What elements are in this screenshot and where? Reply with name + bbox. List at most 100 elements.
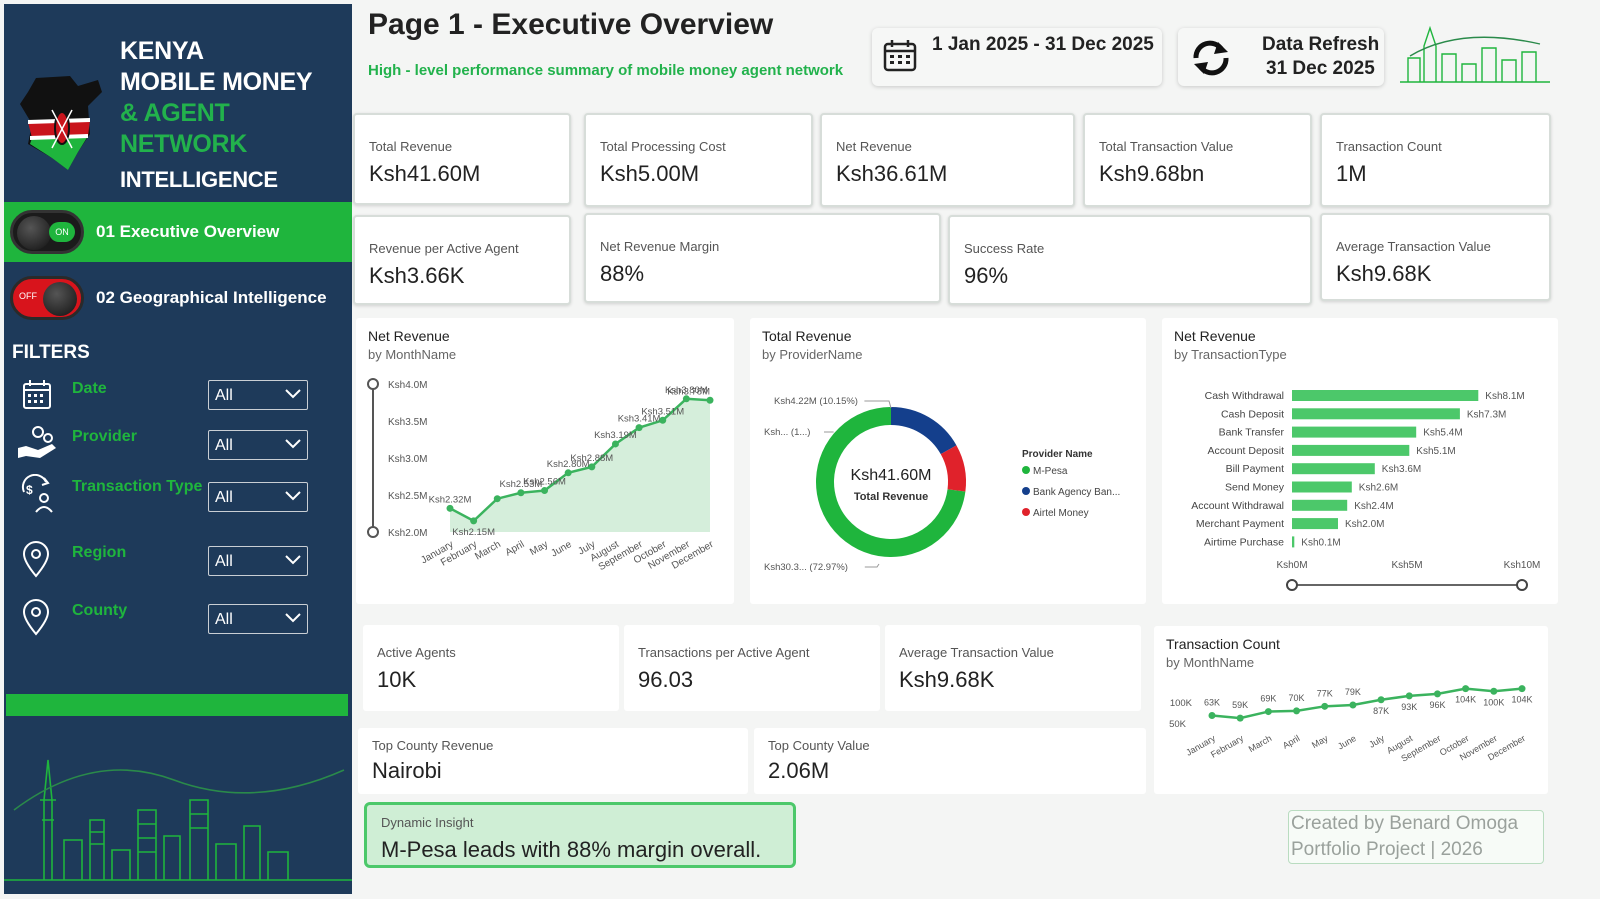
data-point xyxy=(1349,701,1357,709)
legend-entry: M-Pesa xyxy=(1033,466,1068,477)
chart-title: Net Revenue xyxy=(1174,328,1256,344)
nav-geographical-intelligence[interactable]: OFF 02 Geographical Intelligence xyxy=(4,268,352,328)
provider-donut-chart: Ksh41.60M Total Revenue Ksh30.3... (72.97%… xyxy=(764,396,1120,573)
data-label: 69K xyxy=(1260,694,1276,704)
chevron-down-icon xyxy=(285,491,301,501)
chevron-down-icon xyxy=(285,613,301,623)
net-revenue-type-chart: Net Revenue by TransactionType Cash With… xyxy=(1162,318,1558,604)
data-label: 77K xyxy=(1317,688,1333,698)
kpi-label: Total Revenue xyxy=(369,139,453,154)
bar xyxy=(1292,536,1295,548)
data-point xyxy=(1377,696,1385,704)
y-tick-label: Ksh2.5M xyxy=(388,491,427,502)
date-dropdown[interactable]: All xyxy=(208,380,308,410)
data-point xyxy=(1518,685,1526,693)
kpi-label: Success Rate xyxy=(964,241,1045,256)
kpi-value: 2.06M xyxy=(768,758,830,783)
creator-credit: Created by Benard Omoga Portfolio Projec… xyxy=(1288,810,1544,864)
bar xyxy=(1292,499,1348,511)
filter-label: Provider xyxy=(72,428,137,445)
nav-label: 02 Geographical Intelligence xyxy=(96,288,327,307)
data-label: 96K xyxy=(1429,700,1445,710)
nav-executive-overview[interactable]: ON 01 Executive Overview xyxy=(4,202,352,262)
bar xyxy=(1292,426,1417,438)
kpi-label: Total Transaction Value xyxy=(1099,139,1234,154)
donut-slice-bank xyxy=(890,407,957,455)
data-label: Ksh2.80M xyxy=(547,459,590,470)
kpi-value: 88% xyxy=(600,261,645,286)
slider-handle-right xyxy=(1516,579,1528,591)
x-tick-label: April xyxy=(504,539,527,559)
kpi-label: Active Agents xyxy=(377,645,456,660)
bar-value-label: Ksh2.0M xyxy=(1345,519,1384,530)
kpi-value: 1M xyxy=(1336,161,1367,186)
kpi-value: Ksh36.61M xyxy=(836,161,948,186)
slice-data-label: Ksh4.22M (10.15%) xyxy=(774,396,858,407)
legend-marker xyxy=(1022,508,1030,516)
bar-value-label: Ksh7.3M xyxy=(1467,409,1506,420)
refresh-date: 31 Dec 2025 xyxy=(1266,58,1375,79)
x-tick-label: February xyxy=(1209,733,1246,760)
y-tick-label: Ksh3.0M xyxy=(388,454,427,465)
kenya-map-logo xyxy=(20,76,102,170)
bar xyxy=(1292,463,1375,475)
transaction-type-dropdown[interactable]: All xyxy=(208,482,308,512)
kpi-label: Average Transaction Value xyxy=(899,645,1054,660)
net-revenue-area-chart: Ksh2.0M Ksh2.5M Ksh3.0M Ksh3.5M Ksh4.0M Ksh2.… xyxy=(367,378,716,573)
chevron-down-icon xyxy=(285,389,301,399)
x-tick-label: Ksh10M xyxy=(1504,560,1541,571)
data-label: Ksh3.78M xyxy=(667,386,710,397)
bar xyxy=(1292,444,1410,456)
x-tick-label: Ksh5M xyxy=(1391,560,1422,571)
region-dropdown[interactable]: All xyxy=(208,546,308,576)
x-tick-label: July xyxy=(1367,733,1386,750)
bar-value-label: Ksh0.1M xyxy=(1301,537,1340,548)
kpi-label: Transactions per Active Agent xyxy=(638,645,810,660)
chart-title: Transaction Count xyxy=(1166,636,1280,652)
legend-title: Provider Name xyxy=(1022,449,1093,460)
donut-slice-airtel xyxy=(940,445,966,492)
donut-center-value: Ksh41.60M xyxy=(851,467,932,484)
kpi-value: Ksh41.60M xyxy=(369,161,481,186)
legend-marker xyxy=(1022,466,1030,474)
toggle-switch-on[interactable]: ON xyxy=(10,210,84,254)
toggle-switch-off[interactable]: OFF xyxy=(10,276,84,320)
kpi-label: Transaction Count xyxy=(1336,139,1442,154)
net-revenue-month-chart: Net Revenue by MonthName Ksh2.0M Ksh2.5M K… xyxy=(356,318,734,604)
chevron-down-icon xyxy=(285,555,301,565)
refresh-icon[interactable] xyxy=(1188,38,1234,78)
brand-title: KENYA MOBILE MONEY & AGENT NETWORK INTEL… xyxy=(120,37,313,192)
legend-marker xyxy=(1022,487,1030,495)
data-label: 63K xyxy=(1204,697,1220,707)
data-point xyxy=(659,416,667,424)
x-tick-label: May xyxy=(1310,733,1330,750)
y-tick-label: 100K xyxy=(1170,698,1193,709)
slice-data-label: Ksh30.3... (72.97%) xyxy=(764,562,848,573)
y-tick-label: 50K xyxy=(1169,719,1187,730)
data-label: Ksh3.41M xyxy=(618,414,661,425)
kpi-value: 96% xyxy=(964,263,1009,288)
county-dropdown[interactable]: All xyxy=(208,604,308,634)
total-revenue-provider-chart: Total Revenue by ProviderName Ksh41.60M T… xyxy=(750,318,1146,604)
insight-text: M-Pesa leads with 88% margin overall. xyxy=(381,837,762,862)
category-label: Bill Payment xyxy=(1226,463,1284,475)
data-point xyxy=(493,495,501,503)
date-range-text: 1 Jan 2025 - 31 Dec 2025 xyxy=(932,34,1154,55)
filter-label: Region xyxy=(72,544,127,561)
donut-center-label: Total Revenue xyxy=(854,491,928,503)
insight-label: Dynamic Insight xyxy=(381,815,474,830)
bar xyxy=(1292,390,1479,401)
chart-subtitle: by MonthName xyxy=(368,347,457,362)
data-label: 70K xyxy=(1289,693,1305,703)
slider-handle-top xyxy=(367,378,379,390)
kpi-net-revenue: Net Revenue Ksh36.61M xyxy=(820,113,1075,207)
filter-label: Transaction Type xyxy=(72,478,203,495)
provider-dropdown[interactable]: All xyxy=(208,430,308,460)
data-label: Ksh2.32M xyxy=(429,494,472,505)
bar-value-label: Ksh3.6M xyxy=(1382,464,1421,475)
kpi-value: Ksh9.68K xyxy=(1336,261,1432,286)
data-point xyxy=(1462,685,1470,693)
kpi-label: Revenue per Active Agent xyxy=(369,241,519,256)
filters-heading: FILTERS xyxy=(12,342,90,363)
sidebar: KENYA MOBILE MONEY & AGENT NETWORK INTEL… xyxy=(4,4,352,894)
